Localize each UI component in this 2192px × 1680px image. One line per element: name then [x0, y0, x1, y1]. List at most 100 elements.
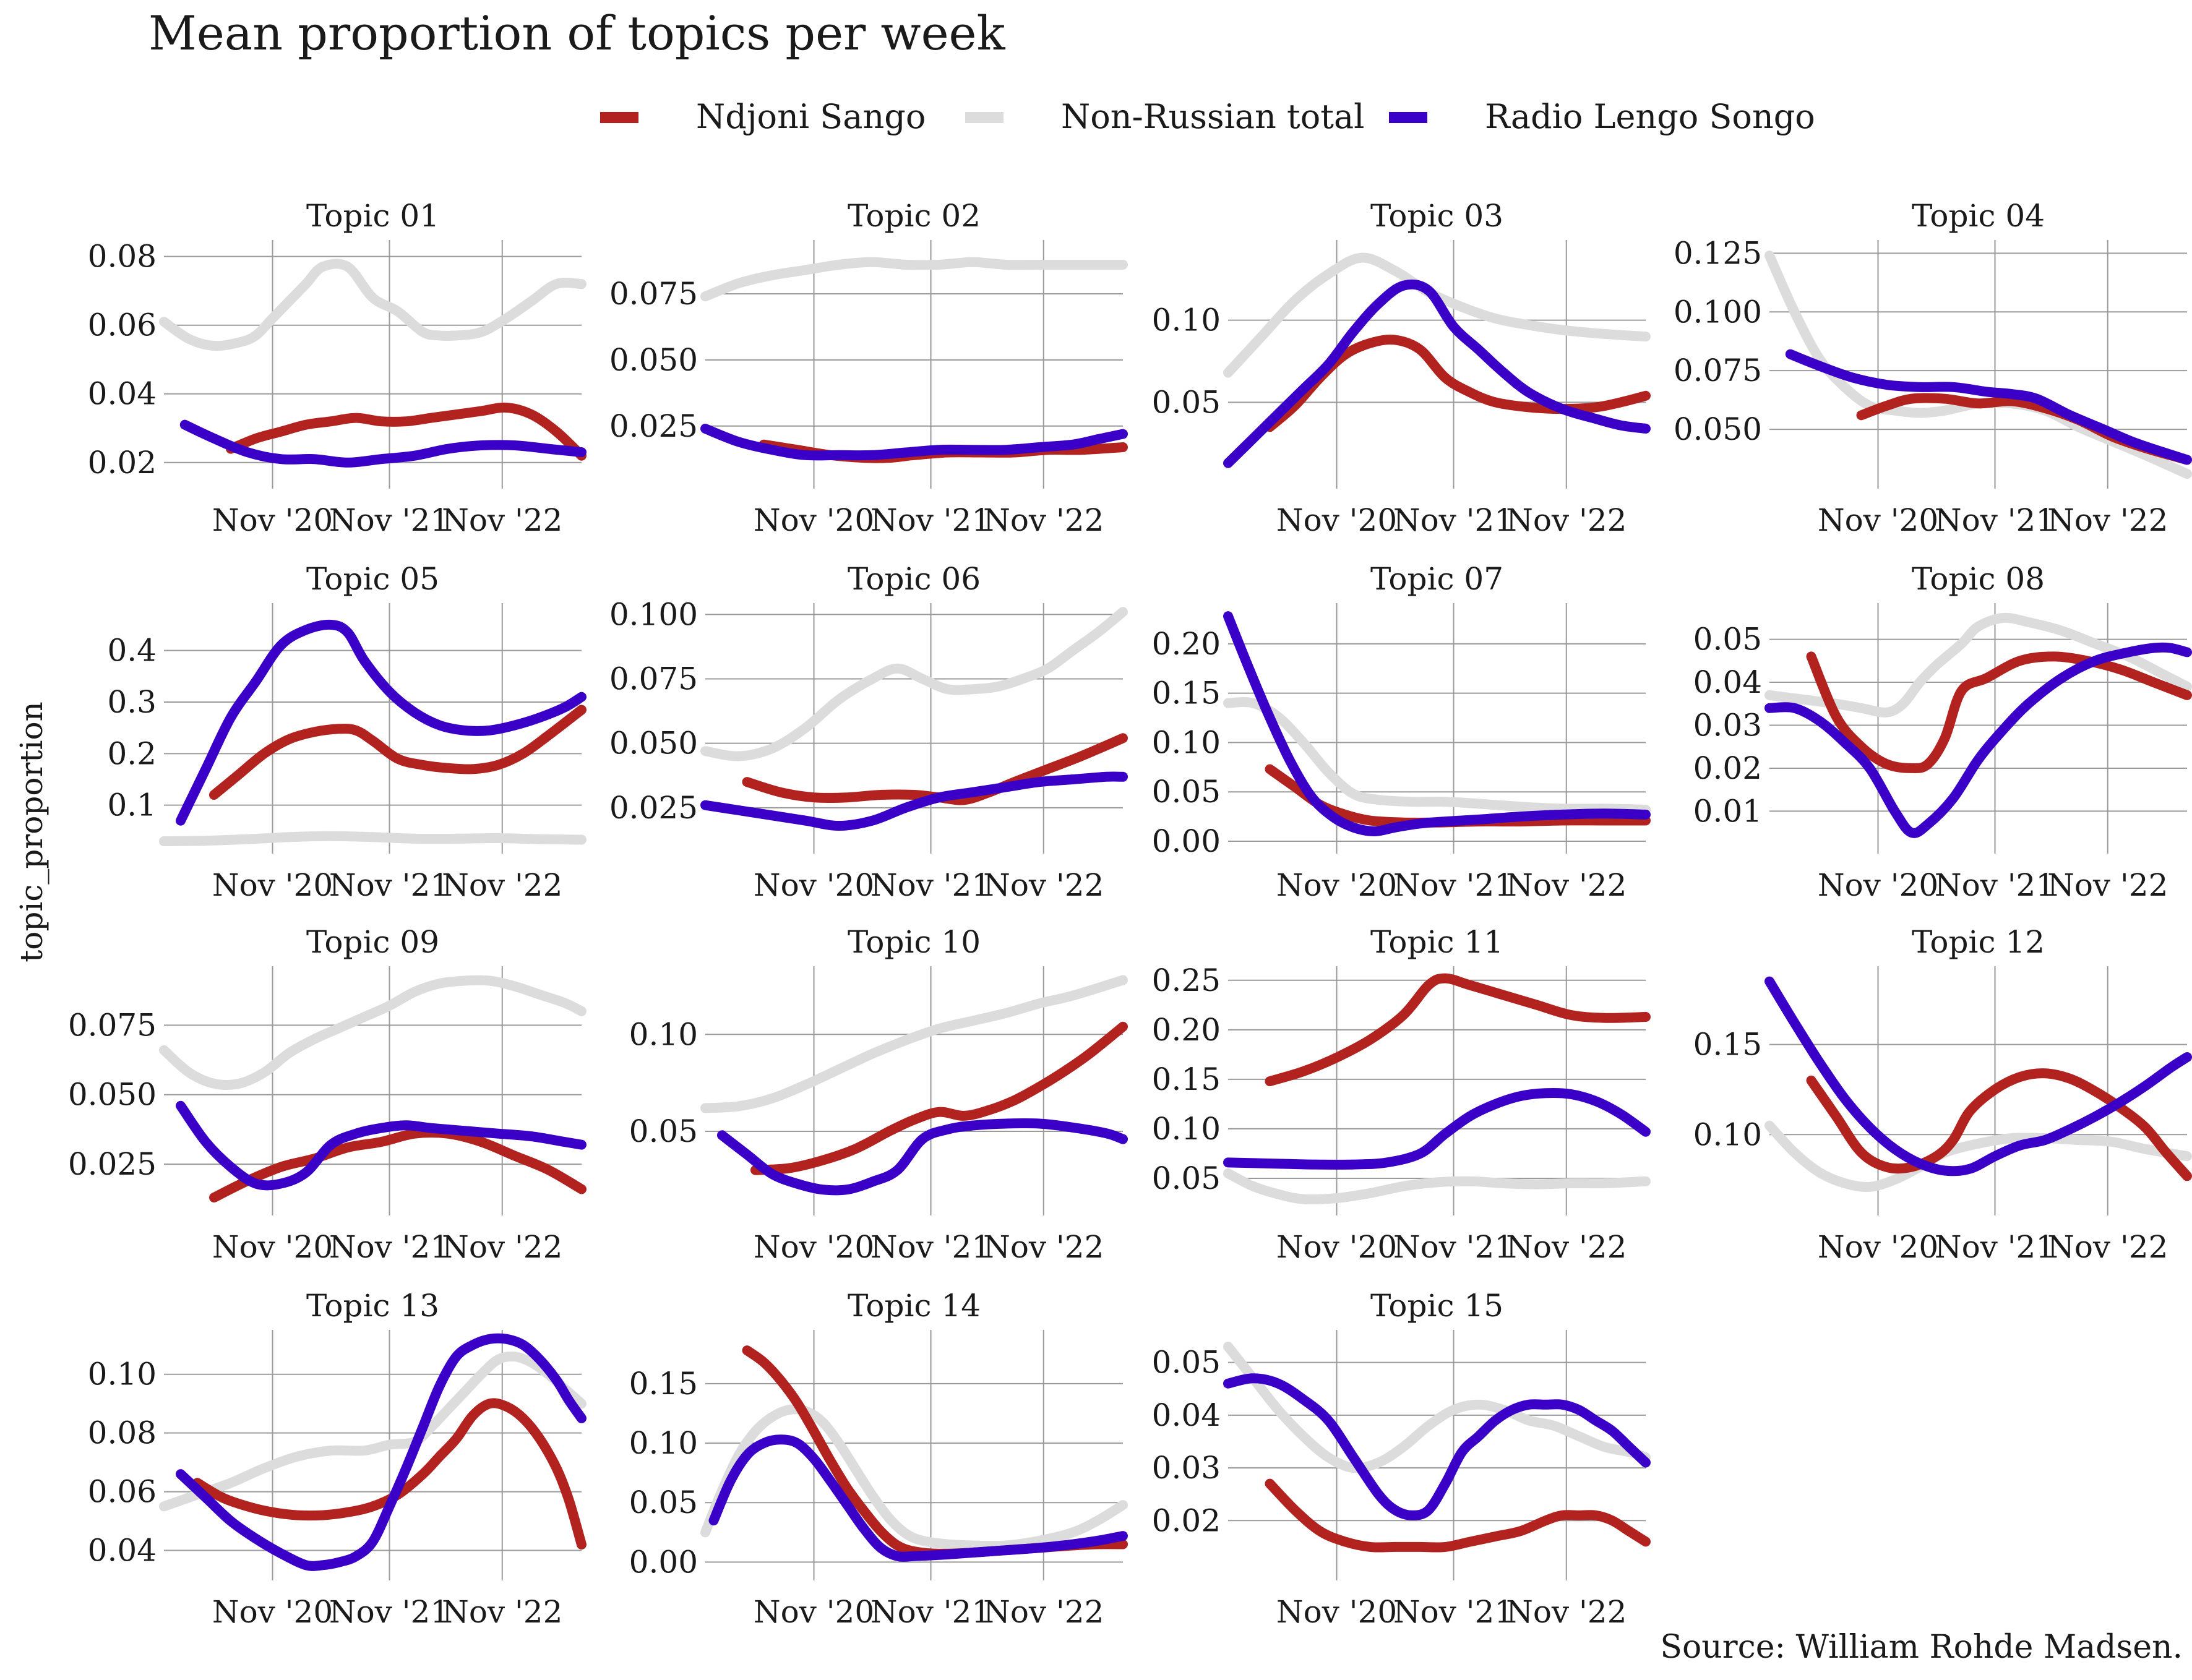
y-tick-label: 0.00	[629, 1544, 698, 1580]
x-tick-label: Nov '22	[1506, 867, 1627, 903]
series-line-radio-lengo-songo	[708, 1434, 1128, 1562]
series-line-non-russian-total	[1223, 1168, 1651, 1205]
y-tick-label: 0.075	[68, 1007, 157, 1043]
series-line-ndjoni-sango	[209, 1127, 587, 1202]
x-tick-label: Nov '21	[870, 1229, 991, 1265]
x-tick-label: Nov '20	[754, 1229, 874, 1265]
y-tick-label: 0.4	[107, 633, 157, 669]
y-tick-label: 0.050	[609, 726, 698, 761]
series-line-radio-lengo-songo	[1223, 1373, 1651, 1520]
y-tick-label: 0.05	[629, 1485, 698, 1520]
y-tick-label: 0.00	[1152, 823, 1221, 859]
series-line-non-russian-total	[700, 607, 1128, 761]
y-tick-label: 0.10	[1693, 1116, 1762, 1152]
series-line-radio-lengo-songo	[1764, 976, 2192, 1176]
series-line-non-russian-total	[1223, 252, 1651, 378]
x-tick-label: Nov '20	[1276, 1594, 1397, 1630]
x-tick-label: Nov '21	[1393, 1594, 1514, 1630]
x-tick-label: Nov '20	[1276, 1229, 1397, 1265]
y-tick-label: 0.125	[1674, 235, 1762, 271]
panel-title: Topic 11	[1370, 924, 1503, 960]
x-tick-label: Nov '20	[1818, 867, 1938, 903]
series-line-non-russian-total	[700, 1404, 1128, 1551]
y-tick-label: 0.3	[107, 684, 157, 720]
y-tick-label: 0.10	[1152, 1111, 1221, 1147]
y-tick-label: 0.02	[1693, 750, 1762, 786]
x-tick-label: Nov '20	[212, 1594, 333, 1630]
panel-title: Topic 01	[306, 198, 439, 234]
y-tick-label: 0.05	[1693, 622, 1762, 658]
series-line-radio-lengo-songo	[1223, 611, 1651, 836]
series-line-non-russian-total	[700, 975, 1128, 1113]
x-tick-label: Nov '22	[442, 867, 562, 903]
x-tick-label: Nov '20	[754, 867, 874, 903]
y-tick-label: 0.04	[1693, 664, 1762, 700]
y-axis-label: topic_proportion	[14, 701, 49, 962]
x-tick-label: Nov '20	[212, 502, 333, 538]
y-tick-label: 0.10	[1152, 302, 1221, 338]
y-tick-label: 0.100	[609, 596, 698, 632]
panel-title: Topic 15	[1370, 1288, 1503, 1324]
panel-title: Topic 06	[848, 561, 981, 597]
legend-label: Non-Russian total	[1061, 97, 1364, 136]
x-tick-label: Nov '20	[1818, 1229, 1938, 1265]
panel-title: Topic 10	[848, 924, 981, 960]
x-tick-label: Nov '21	[1935, 867, 2055, 903]
y-tick-label: 0.20	[1152, 1012, 1221, 1048]
y-tick-label: 0.02	[1152, 1502, 1221, 1538]
x-tick-label: Nov '21	[329, 1229, 450, 1265]
x-tick-label: Nov '21	[870, 867, 991, 903]
y-tick-label: 0.10	[629, 1016, 698, 1052]
panel-title: Topic 07	[1370, 561, 1503, 597]
x-tick-label: Nov '21	[329, 867, 450, 903]
x-tick-label: Nov '20	[754, 1594, 874, 1630]
x-tick-label: Nov '20	[1276, 502, 1397, 538]
x-tick-label: Nov '21	[870, 502, 991, 538]
panel-title: Topic 08	[1912, 561, 2045, 597]
y-tick-label: 0.025	[609, 790, 698, 826]
legend-item-1: Non-Russian total	[965, 97, 1364, 136]
x-tick-label: Nov '20	[1818, 502, 1938, 538]
panel-title: Topic 09	[306, 924, 439, 960]
y-tick-label: 0.05	[1152, 384, 1221, 420]
x-tick-label: Nov '21	[1393, 1229, 1514, 1265]
series-line-ndjoni-sango	[192, 1398, 587, 1549]
y-tick-label: 0.05	[1152, 1160, 1221, 1196]
y-tick-label: 0.04	[88, 376, 157, 412]
y-tick-label: 0.01	[1693, 793, 1762, 829]
y-tick-label: 0.25	[1152, 962, 1221, 998]
series-line-non-russian-total	[700, 257, 1128, 302]
y-tick-label: 0.08	[88, 239, 157, 275]
x-tick-label: Nov '22	[442, 1229, 562, 1265]
series-line-radio-lengo-songo	[176, 1333, 587, 1571]
panel-title: Topic 04	[1912, 198, 2045, 234]
legend-label: Radio Lengo Songo	[1485, 97, 1815, 136]
series-line-ndjoni-sango	[1806, 651, 2192, 773]
series-line-radio-lengo-songo	[700, 771, 1128, 831]
y-tick-label: 0.050	[1674, 411, 1762, 447]
x-tick-label: Nov '20	[212, 1229, 333, 1265]
legend-item-2: Radio Lengo Songo	[1389, 97, 1815, 136]
legend: Ndjoni Sango Non-Russian total Radio Lengo…	[600, 97, 1815, 136]
y-tick-label: 0.04	[88, 1533, 157, 1569]
x-tick-label: Nov '22	[983, 1594, 1104, 1630]
y-tick-label: 0.08	[88, 1415, 157, 1451]
x-tick-label: Nov '21	[1935, 1229, 2055, 1265]
panel-title: Topic 14	[848, 1288, 981, 1324]
series-line-radio-lengo-songo	[1223, 1088, 1651, 1170]
series-line-non-russian-total	[1223, 696, 1651, 815]
series-line-ndjoni-sango	[742, 733, 1128, 805]
y-tick-label: 0.15	[1152, 675, 1221, 711]
y-tick-label: 0.02	[88, 445, 157, 481]
y-tick-label: 0.05	[629, 1113, 698, 1149]
series-line-ndjoni-sango	[1806, 1068, 2192, 1181]
x-tick-label: Nov '22	[1506, 1594, 1627, 1630]
y-tick-label: 0.03	[1693, 708, 1762, 744]
